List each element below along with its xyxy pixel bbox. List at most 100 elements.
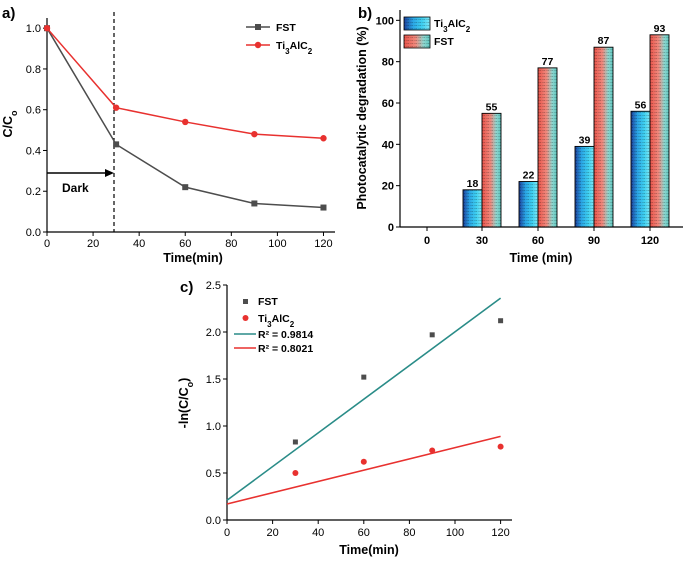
- panel-b-bar-ti3alc2-value-label: 18: [467, 178, 479, 190]
- legend-c-ti3alc2-label: Ti3AlC2: [258, 313, 295, 329]
- panel-c-fst-point: [292, 439, 298, 445]
- panel-c-x-tick-label: 80: [403, 527, 415, 539]
- panel-b-x-tick-label: 90: [588, 235, 600, 247]
- panel-a-fst-point: [320, 204, 327, 211]
- panel-b-y-title: Photocatalytic degradation (%): [355, 26, 369, 209]
- panel-c-letter: c): [180, 279, 193, 296]
- panel-b-bar-fst-texture: [538, 67, 557, 227]
- legend-b-ti3alc2-label: Ti3AlC2: [434, 18, 471, 34]
- panel-c-x-tick-label: 40: [312, 527, 324, 539]
- panel-b-bar-fst-value-label: 77: [542, 56, 554, 68]
- panel-a-y-tick-label: 0.8: [26, 64, 41, 76]
- panel-c-x-tick-label: 100: [446, 527, 464, 539]
- panel-b-bar-fst-value-label: 93: [654, 23, 666, 35]
- panel-c-y-title: -ln(C/Co): [177, 378, 195, 429]
- panel-a-ticks: 0 20 40 60 80 100 120 0.0 0.2 0.4 0.6 0.8 1.0: [26, 23, 333, 250]
- panel-b-bar-fst-value-label: 87: [598, 35, 610, 47]
- panel-b-bar-fst-texture: [650, 34, 669, 227]
- panel-c-y-tick-label: 2.5: [206, 280, 221, 292]
- panel-b-x-tick-label: 120: [641, 235, 659, 247]
- panel-c-x-tick-label: 120: [491, 527, 509, 539]
- panel-a-x-tick-label: 0: [44, 238, 50, 250]
- panel-a: a) 0 20 40 60 80 100 120 0.0 0.2 0.4 0.6 0.8 1.0 Tim…: [1, 5, 335, 265]
- panel-c-fit-line-2: [226, 435, 501, 505]
- panel-a-ti3alc2-point: [320, 135, 327, 142]
- panel-b-letter: b): [358, 5, 372, 22]
- panel-a-ti3alc2-point: [112, 104, 120, 111]
- panel-a-y-tick-label: 0.0: [26, 227, 41, 239]
- panel-a-x-tick-label: 80: [225, 238, 237, 250]
- panel-a-dark-arrowhead: [105, 169, 114, 177]
- panel-c-legend: FST Ti3AlC2 R² = 0.9814 R² = 0.8021: [234, 296, 313, 355]
- panel-c-y-tick-label: 0.5: [206, 468, 221, 480]
- panel-a-ti3alc2-point: [43, 24, 51, 32]
- panel-b-legend: Ti3AlC2 FST: [403, 16, 471, 49]
- panel-b-y-tick-label: 60: [382, 98, 394, 110]
- legend-b-fst-label: FST: [434, 36, 454, 48]
- legend-c-fst-label: FST: [258, 296, 278, 308]
- panel-c: c) 0 20 40 60 80 100 120 0.0 0.5 1.0 1.5 2.0 2.5 Tim…: [177, 279, 512, 557]
- panel-a-y-tick-label: 0.2: [26, 186, 41, 198]
- legend-c-ti3alc2-marker: [242, 315, 249, 321]
- panel-b-bar-ti3alc2-texture: [519, 181, 538, 227]
- panel-b-bar-ti3alc2-texture: [463, 189, 482, 227]
- panel-c-fst-point: [498, 318, 504, 324]
- panel-a-x-tick-label: 20: [87, 238, 99, 250]
- panel-b-bar-ti3alc2-texture: [575, 146, 594, 227]
- panel-b-y-tick-label: 0: [388, 222, 394, 234]
- panel-a-y-tick-label: 0.6: [26, 105, 41, 117]
- legend-fst-marker: [255, 24, 261, 30]
- legend-ti3alc2-label: Ti3AlC2: [276, 40, 313, 56]
- panel-c-x-tick-label: 60: [358, 527, 370, 539]
- panel-c-fst-point: [361, 374, 367, 380]
- panel-a-ti3alc2-point: [251, 130, 258, 138]
- panel-b-y-tick-label: 20: [382, 181, 394, 193]
- panel-b-x-title: Time (min): [510, 251, 573, 265]
- panel-c-fit-line-1: [226, 297, 502, 501]
- legend-ti3alc2-swatch-hatch: [404, 17, 430, 30]
- panel-b-x-tick-label: 60: [532, 235, 544, 247]
- panel-b-y-tick-label: 100: [376, 15, 394, 27]
- panel-c-x-title: Time(min): [339, 543, 399, 557]
- panel-c-y-tick-label: 1.0: [206, 421, 221, 433]
- legend-c-fst-marker: [243, 299, 248, 304]
- panel-a-x-tick-label: 60: [179, 238, 191, 250]
- panel-b-bar-fst-texture: [482, 113, 501, 227]
- panel-b-bar-fst-value-label: 55: [486, 101, 498, 113]
- panel-b-bar-ti3alc2-texture: [631, 111, 650, 227]
- panel-c-y-tick-label: 0.0: [206, 515, 221, 527]
- panel-c-ti3alc2-point: [360, 458, 367, 465]
- panel-b-x-tick-label: 30: [476, 235, 488, 247]
- panel-a-fst-point: [182, 184, 189, 191]
- panel-c-ti3alc2-point: [292, 470, 299, 476]
- panel-a-x-title: Time(min): [163, 251, 223, 265]
- panel-b-x-tick-label: 0: [424, 235, 430, 247]
- legend-fst-label: FST: [276, 22, 296, 34]
- legend-fst-swatch-hatch: [404, 35, 430, 48]
- panel-b-bar-ti3alc2-value-label: 39: [579, 134, 591, 146]
- panel-a-y-tick-label: 0.4: [26, 145, 41, 157]
- legend-ti3alc2-marker: [254, 41, 262, 49]
- panel-b-bar-ti3alc2-value-label: 22: [523, 170, 535, 182]
- panel-a-fst-point: [251, 200, 258, 207]
- panel-b-y-tick-label: 80: [382, 57, 394, 69]
- panel-a-letter: a): [2, 5, 15, 22]
- panel-b-bar-fst-texture: [594, 47, 613, 228]
- panel-c-y-tick-label: 2.0: [206, 327, 221, 339]
- panel-b-y-tick-label: 40: [382, 139, 394, 151]
- panel-b: b) 0 30 60 90 120 0 20 40 60 80 100 18 22 39 56 55 77 87…: [355, 5, 683, 265]
- panel-a-x-tick-label: 100: [268, 238, 286, 250]
- legend-c-fit2-label: R² = 0.8021: [258, 343, 313, 355]
- panel-b-bar-ti3alc2-value-label: 56: [635, 99, 647, 111]
- panel-a-fst-point: [113, 141, 120, 148]
- panel-b-ticks: 0 30 60 90 120 0 20 40 60 80 100: [376, 15, 660, 247]
- panel-b-bars: 18 22 39 56 55 77 87 93: [462, 23, 670, 228]
- panel-a-x-tick-label: 40: [133, 238, 145, 250]
- panel-c-ticks: 0 20 40 60 80 100 120 0.0 0.5 1.0 1.5 2.0 2.5: [206, 280, 510, 539]
- legend-c-fit1-label: R² = 0.9814: [258, 329, 313, 341]
- panel-c-x-tick-label: 0: [224, 527, 230, 539]
- panel-a-y-title: C/Co: [1, 110, 19, 138]
- panel-c-x-tick-label: 20: [266, 527, 278, 539]
- panel-c-fst-point: [429, 332, 435, 338]
